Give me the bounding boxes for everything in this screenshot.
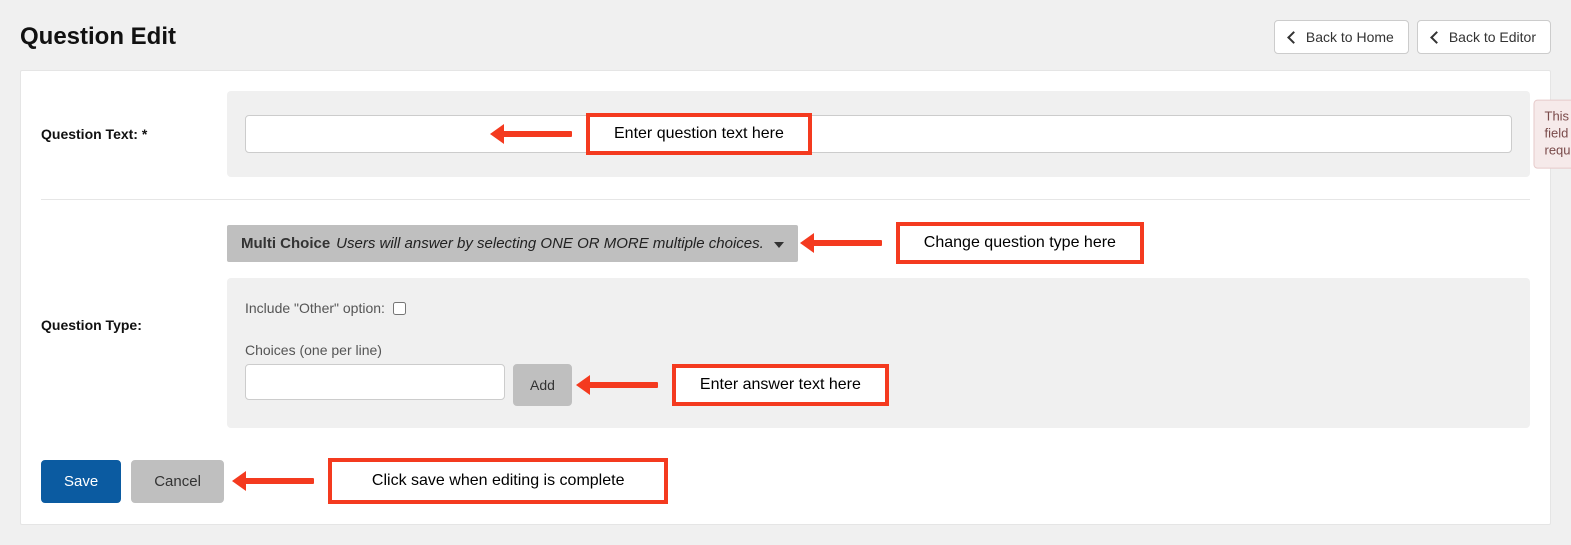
annotation-arrow-icon: [588, 382, 658, 388]
back-to-editor-button[interactable]: Back to Editor: [1417, 20, 1551, 54]
cancel-button[interactable]: Cancel: [131, 460, 224, 503]
question-text-input[interactable]: [245, 115, 1512, 153]
annotation-save: Click save when editing is complete: [244, 458, 669, 504]
chevron-left-icon: [1289, 29, 1300, 45]
include-other-row: Include "Other" option:: [245, 300, 1512, 316]
question-text-field-col: Enter question text here This field is r…: [227, 91, 1530, 177]
form-card: Question Text: * Enter question text her…: [20, 70, 1551, 525]
add-choice-button[interactable]: Add: [513, 364, 572, 406]
question-type-field-col: Multi Choice Users will answer by select…: [227, 222, 1530, 428]
include-other-label: Include "Other" option:: [245, 300, 385, 316]
page: Question Edit Back to Home Back to Edito…: [0, 0, 1571, 545]
question-type-dropdown[interactable]: Multi Choice Users will answer by select…: [227, 225, 798, 262]
annotation-question-type-box: Change question type here: [896, 222, 1144, 264]
question-type-label: Question Type:: [41, 317, 211, 333]
chevron-left-icon: [1432, 29, 1443, 45]
annotation-arrow-icon: [244, 478, 314, 484]
back-to-home-label: Back to Home: [1306, 29, 1394, 45]
choices-label: Choices (one per line): [245, 342, 1512, 358]
required-tooltip: This field is required.: [1534, 100, 1571, 169]
choice-input[interactable]: [245, 364, 505, 400]
question-type-body: Include "Other" option: Choices (one per…: [227, 278, 1530, 428]
annotation-save-box: Click save when editing is complete: [328, 458, 669, 504]
annotation-answer: Enter answer text here: [588, 364, 889, 406]
question-type-desc: Users will answer by selecting ONE OR MO…: [336, 235, 764, 252]
back-to-home-button[interactable]: Back to Home: [1274, 20, 1409, 54]
header-buttons: Back to Home Back to Editor: [1274, 20, 1551, 54]
question-text-section: Enter question text here This field is r…: [227, 91, 1530, 177]
annotation-answer-box: Enter answer text here: [672, 364, 889, 406]
back-to-editor-label: Back to Editor: [1449, 29, 1536, 45]
header-row: Question Edit Back to Home Back to Edito…: [20, 20, 1551, 54]
divider: [41, 199, 1530, 200]
page-title: Question Edit: [20, 23, 176, 51]
annotation-arrow-icon: [812, 240, 882, 246]
question-type-line: Multi Choice Users will answer by select…: [227, 222, 1530, 264]
footer-row: Save Cancel Click save when editing is c…: [41, 458, 1530, 504]
caret-down-icon: [770, 235, 784, 252]
question-type-row: Question Type: Multi Choice Users will a…: [41, 222, 1530, 428]
include-other-checkbox[interactable]: [393, 302, 406, 315]
save-button[interactable]: Save: [41, 460, 121, 503]
question-type-name: Multi Choice: [241, 235, 330, 252]
question-text-label: Question Text: *: [41, 126, 211, 142]
annotation-question-type: Change question type here: [812, 222, 1144, 264]
question-text-row: Question Text: * Enter question text her…: [41, 91, 1530, 177]
choice-row: Add Enter answer text here: [245, 364, 1512, 406]
